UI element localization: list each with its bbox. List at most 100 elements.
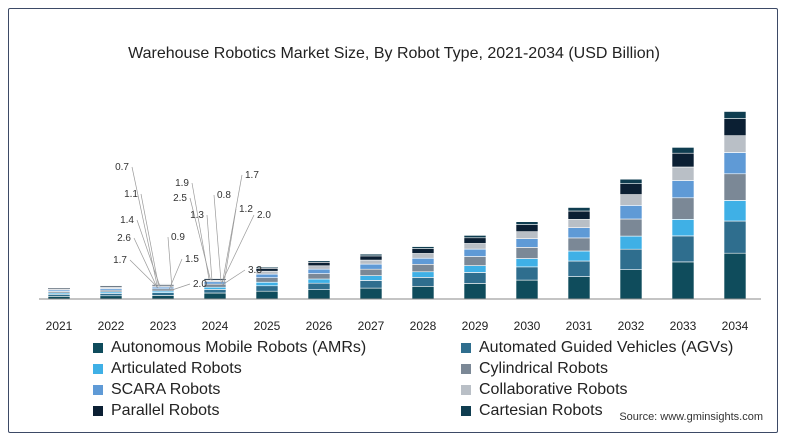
bar-2021-series-7 [47, 286, 71, 289]
bar-2027-series-2 [359, 275, 383, 281]
annotation-leader-line [167, 236, 173, 289]
bar-2032-series-0 [619, 269, 643, 300]
data-label-2023: 2.0 [193, 279, 207, 290]
bar-2029-series-3 [463, 256, 487, 266]
bar-2028-series-6 [411, 248, 435, 254]
bar-2032-series-7 [619, 178, 643, 184]
legend-label: Articulated Robots [111, 360, 242, 377]
legend-swatch [93, 343, 103, 353]
bar-2025-series-2 [255, 281, 279, 287]
bar-2033-series-6 [671, 152, 695, 168]
bar-2033-series-5 [671, 166, 695, 181]
bar-2024-series-0 [203, 292, 227, 300]
bar-2033-series-0 [671, 261, 695, 300]
legend-item: Automated Guided Vehicles (AGVs) [461, 338, 733, 358]
legend-item: Cartesian Robots [461, 401, 603, 421]
data-label-2024: 2.5 [173, 193, 187, 204]
bar-2028-series-5 [411, 253, 435, 259]
bar-2032-series-2 [619, 235, 643, 250]
legend-swatch [93, 364, 103, 374]
bar-2033-series-3 [671, 197, 695, 220]
bar-2025-series-7 [255, 266, 279, 269]
annotation-leader-line [129, 259, 159, 289]
chart-title: Warehouse Robotics Market Size, By Robot… [128, 45, 660, 62]
legend-swatch [93, 406, 103, 416]
bar-2028-series-3 [411, 264, 435, 273]
x-tick-label: 2026 [306, 319, 333, 333]
bar-2032-series-4 [619, 205, 643, 220]
bar-2029-series-6 [463, 237, 487, 244]
bar-2026-series-6 [307, 262, 331, 267]
bar-2031-series-6 [567, 210, 591, 220]
bar-2033-series-4 [671, 180, 695, 199]
bar-2028-series-2 [411, 271, 435, 278]
bar-2022-series-1 [99, 293, 123, 297]
legend-swatch [461, 364, 471, 374]
legend-item: Parallel Robots [93, 401, 220, 421]
bar-2028-series-4 [411, 258, 435, 265]
bar-2029-series-0 [463, 283, 487, 300]
bar-2023-series-7 [151, 283, 175, 285]
legend-label: SCARA Robots [111, 381, 221, 398]
legend: Autonomous Mobile Robots (AMRs) Automated… [93, 338, 733, 422]
legend-swatch [461, 385, 471, 395]
data-label-2023: 1.5 [185, 254, 199, 265]
bar-2025-series-1 [255, 285, 279, 292]
bar-2027-series-5 [359, 259, 383, 265]
legend-label: Automated Guided Vehicles (AGVs) [479, 339, 734, 356]
annotation-leader-line [223, 208, 237, 284]
bar-2034-series-3 [723, 173, 747, 201]
bar-2027-series-0 [359, 287, 383, 300]
legend-label: Autonomous Mobile Robots (AMRs) [111, 339, 367, 356]
bar-2034-series-2 [723, 200, 747, 222]
data-label-2023: 1.7 [113, 255, 127, 266]
x-tick-label: 2031 [566, 319, 593, 333]
x-tick-label: 2029 [462, 319, 489, 333]
bar-2030-series-6 [515, 224, 539, 233]
legend-label: Cylindrical Robots [479, 360, 608, 377]
bar-2023-series-0 [151, 295, 175, 300]
annotation-leader-line [206, 214, 213, 281]
bar-2026-series-4 [307, 268, 331, 274]
annotation-leader-line [222, 269, 246, 285]
bar-2022-series-7 [99, 285, 123, 287]
annotation-leader-line [170, 283, 191, 291]
legend-swatch [93, 385, 103, 395]
x-tick-label: 2028 [410, 319, 437, 333]
bar-2027-series-1 [359, 280, 383, 289]
annotation-leader-line [222, 174, 243, 283]
bar-2028-series-1 [411, 277, 435, 287]
legend-label: Parallel Robots [111, 402, 220, 419]
bar-2027-series-7 [359, 253, 383, 257]
bar-2033-series-2 [671, 219, 695, 237]
bar-2029-series-5 [463, 243, 487, 250]
bar-2026-series-5 [307, 265, 331, 270]
bar-chart: Warehouse Robotics Market Size, By Robot… [39, 45, 761, 333]
bar-2034-series-6 [723, 118, 747, 136]
legend-swatch [461, 406, 471, 416]
x-tick-label: 2032 [618, 319, 645, 333]
bar-2027-series-4 [359, 263, 383, 270]
bar-2033-series-1 [671, 235, 695, 263]
x-tick-label: 2034 [722, 319, 749, 333]
bar-2032-series-5 [619, 194, 643, 206]
bar-2029-series-7 [463, 235, 487, 239]
bar-2032-series-1 [619, 248, 643, 270]
bar-2034-series-4 [723, 152, 747, 175]
x-tick-label: 2022 [98, 319, 125, 333]
annotation-leader-line [140, 193, 159, 286]
bar-2032-series-6 [619, 183, 643, 195]
bar-2034-series-1 [723, 220, 747, 254]
bar-2025-series-0 [255, 290, 279, 300]
x-tick-label: 2030 [514, 319, 541, 333]
bar-2026-series-0 [307, 289, 331, 300]
bar-2031-series-7 [567, 207, 591, 212]
data-label-2023: 0.7 [115, 162, 129, 173]
bar-2033-series-7 [671, 147, 695, 154]
data-label-2024: 3.3 [248, 265, 262, 276]
annotation-leader-line [220, 214, 255, 285]
bar-2029-series-2 [463, 265, 487, 273]
data-label-2024: 1.7 [245, 170, 259, 181]
bar-2031-series-5 [567, 219, 591, 228]
x-tick-label: 2024 [202, 319, 229, 333]
